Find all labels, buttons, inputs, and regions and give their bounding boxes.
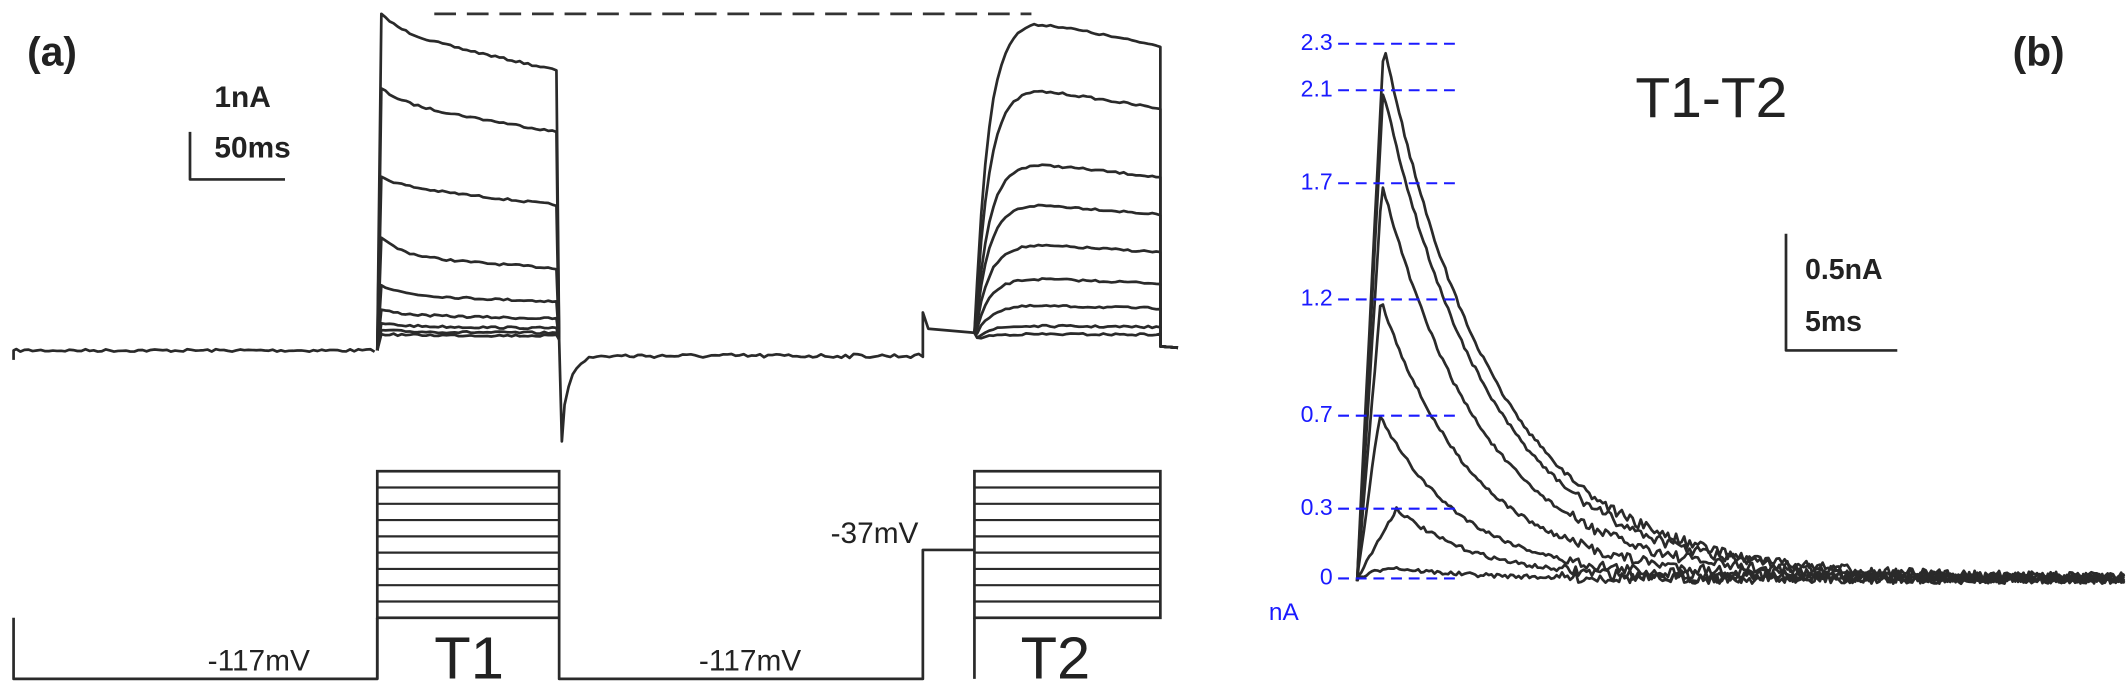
current-trace [375,321,561,351]
current-trace [1355,186,2125,585]
step-box [973,469,1162,620]
voltage-label: -117mV [699,644,801,677]
current-trace [973,22,1179,350]
step-box [375,469,561,620]
current-trace [375,283,561,351]
current-trace [973,331,1179,350]
current-trace [557,311,975,443]
current-trace [973,277,1179,350]
voltage-label: -117mV [208,644,310,677]
current-trace [375,175,561,351]
current-trace [375,328,561,351]
voltage-label: -37mV [831,517,919,550]
current-trace [375,12,561,351]
step-label: T1 [434,624,504,690]
current-trace [973,243,1179,350]
scale-label: 5ms [1805,306,1862,338]
traces [12,12,2126,679]
y-tick-label: 1.2 [1301,285,1333,311]
unit-label: nA [1269,599,1300,626]
y-tick-label: 0 [1320,564,1333,590]
current-trace [973,203,1179,350]
y-tick-label: 0.7 [1301,401,1333,427]
current-trace [974,303,1179,350]
current-trace [973,323,1179,350]
current-trace [375,308,561,351]
current-trace [1355,51,2126,584]
current-trace [1355,303,2126,585]
step-label: T2 [1021,624,1091,690]
panel-label: (a) [27,28,77,74]
current-trace [12,347,376,360]
scale-label: 50ms [214,131,290,164]
y-tick-label: 1.7 [1301,168,1333,194]
panel-title: T1-T2 [1635,66,1787,130]
current-trace [375,236,561,351]
y-tick-label: 2.1 [1301,75,1333,101]
current-trace [375,332,561,351]
current-trace [1355,415,2126,585]
scale-label: 1nA [214,81,270,114]
scale-label: 0.5nA [1805,254,1883,286]
scale-bar [188,131,285,181]
current-trace [973,89,1179,350]
scale-bar [1784,233,1898,352]
current-trace [375,87,561,351]
y-tick-label: 0.3 [1301,494,1333,520]
y-tick-label: 2.3 [1301,29,1333,55]
current-trace [973,163,1179,350]
panel-label: (b) [2013,28,2065,74]
